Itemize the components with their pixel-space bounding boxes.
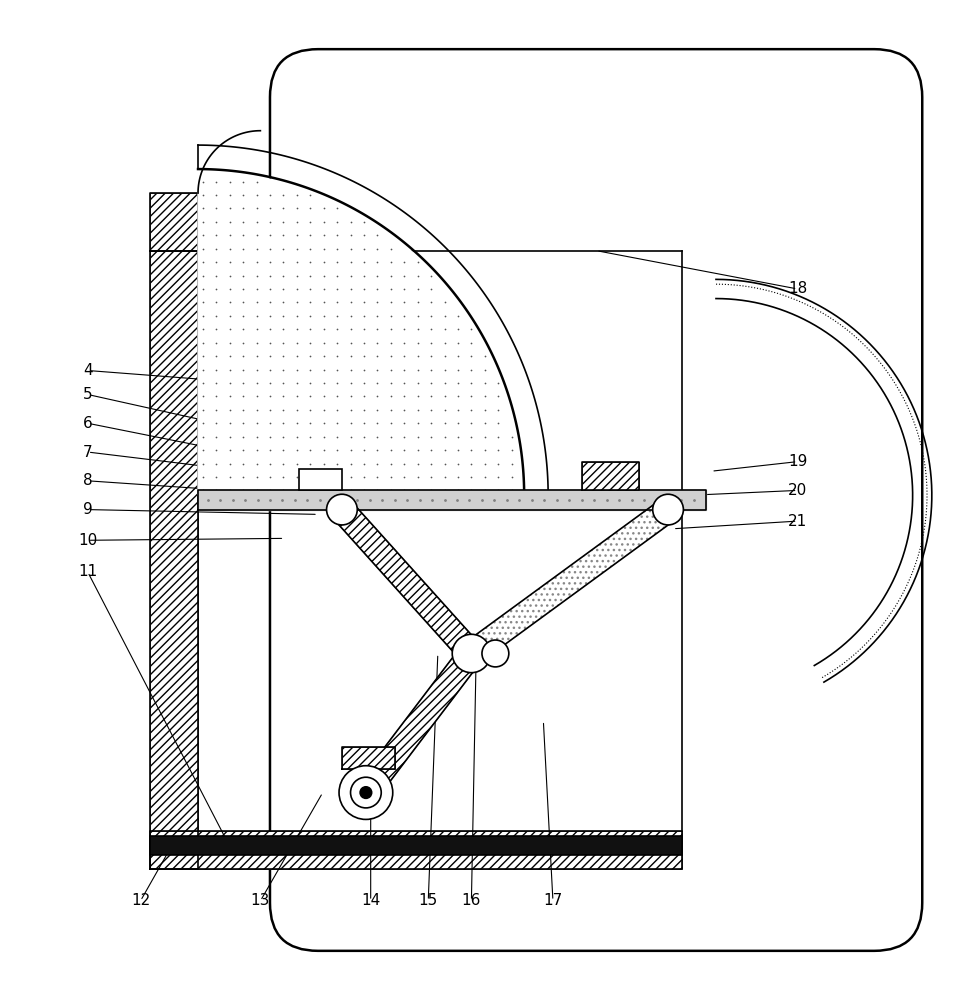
Circle shape	[652, 494, 682, 525]
Polygon shape	[150, 251, 198, 869]
Text: 8: 8	[83, 473, 92, 488]
Circle shape	[338, 766, 392, 819]
Polygon shape	[333, 501, 480, 662]
Polygon shape	[581, 462, 639, 490]
Text: 5: 5	[83, 387, 92, 402]
Text: 20: 20	[787, 483, 806, 498]
Polygon shape	[299, 469, 341, 490]
Text: 12: 12	[131, 893, 150, 908]
Text: 9: 9	[83, 502, 92, 517]
Polygon shape	[150, 193, 198, 251]
Text: 14: 14	[360, 893, 380, 908]
Text: 4: 4	[83, 363, 92, 378]
Circle shape	[350, 777, 381, 808]
Polygon shape	[198, 490, 705, 510]
Text: 6: 6	[83, 416, 92, 431]
Circle shape	[359, 787, 371, 798]
Text: 18: 18	[787, 281, 806, 296]
Polygon shape	[341, 747, 394, 769]
Text: 7: 7	[83, 445, 92, 460]
Text: 11: 11	[78, 564, 97, 579]
Circle shape	[457, 640, 484, 667]
Text: 17: 17	[543, 893, 562, 908]
Text: 21: 21	[787, 514, 806, 529]
Text: 19: 19	[787, 454, 806, 469]
Circle shape	[326, 494, 357, 525]
Polygon shape	[198, 171, 524, 495]
FancyBboxPatch shape	[270, 49, 922, 951]
Text: 13: 13	[251, 893, 270, 908]
Text: 15: 15	[418, 893, 437, 908]
Circle shape	[481, 640, 508, 667]
Polygon shape	[150, 831, 681, 869]
Polygon shape	[356, 646, 480, 800]
Polygon shape	[463, 500, 675, 664]
Bar	[150, 836, 681, 855]
Circle shape	[452, 634, 490, 673]
Text: 16: 16	[461, 893, 480, 908]
Text: 10: 10	[78, 533, 97, 548]
